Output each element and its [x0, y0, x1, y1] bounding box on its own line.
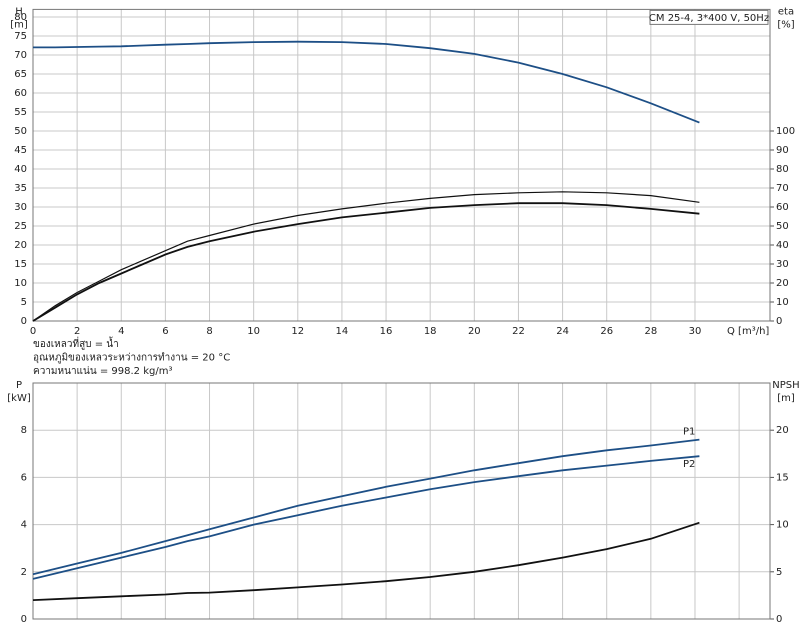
x-tick-label: 28: [644, 326, 657, 337]
y2-tick-label: 40: [776, 240, 789, 251]
y-tick-label: 70: [14, 50, 27, 61]
series-line: [32, 191, 700, 322]
y-axis-unit: [kW]: [7, 393, 31, 404]
x-tick-label: 30: [689, 326, 702, 337]
y2-tick-label: 15: [776, 472, 789, 483]
x-tick-label: 2: [74, 326, 80, 337]
x-tick-label: 26: [600, 326, 613, 337]
y2-tick-label: 30: [776, 259, 789, 270]
y2-tick-label: 100: [776, 126, 795, 137]
y-tick-label: 60: [14, 88, 27, 99]
legend-box: [649, 9, 769, 25]
y-tick-label: 5: [21, 297, 27, 308]
x-tick-label: 6: [162, 326, 168, 337]
x-tick-label: 4: [118, 326, 124, 337]
y2-tick-label: 20: [776, 278, 789, 289]
series-line: [32, 521, 700, 601]
y2-tick-label: 10: [776, 520, 789, 531]
x-tick-label: 18: [424, 326, 437, 337]
y-axis-unit: [m]: [10, 19, 28, 30]
note: ของเหลวที่สูบ = น้ำ: [33, 336, 119, 350]
y-tick-label: 0: [21, 614, 27, 625]
y-tick-label: 15: [14, 259, 27, 270]
y-tick-label: 65: [14, 69, 27, 80]
y2-tick-label: 80: [776, 164, 789, 175]
y2-tick-label: 0: [776, 614, 782, 625]
plot-frame: [32, 382, 771, 620]
y2-tick-label: 5: [776, 567, 782, 578]
y-tick-label: 30: [14, 202, 27, 213]
y2-axis-unit: [%]: [777, 19, 794, 30]
y-tick-label: 0: [21, 316, 27, 327]
y-tick-label: 50: [14, 126, 27, 137]
plot-frame: [32, 8, 771, 322]
y-tick-label: 20: [14, 240, 27, 251]
y2-tick-label: 10: [776, 297, 789, 308]
y-tick-label: 55: [14, 107, 27, 118]
y-tick-label: 80: [14, 12, 27, 23]
x-axis-title: Q [m³/h]: [727, 326, 769, 337]
x-tick-label: 24: [556, 326, 569, 337]
y2-tick-label: 90: [776, 145, 789, 156]
series-label: P2: [683, 459, 695, 470]
y-tick-label: 4: [21, 520, 27, 531]
x-tick-label: 22: [512, 326, 525, 337]
series-line: [32, 202, 700, 322]
y-tick-label: 35: [14, 183, 27, 194]
y2-tick-label: 70: [776, 183, 789, 194]
y2-tick-label: 60: [776, 202, 789, 213]
x-tick-label: 8: [206, 326, 212, 337]
y2-axis-unit: [m]: [777, 393, 795, 404]
y-tick-label: 6: [21, 472, 27, 483]
series-line: [32, 438, 700, 576]
x-tick-label: 20: [468, 326, 481, 337]
y-axis-title: P: [16, 380, 22, 391]
legend-text: CM 25-4, 3*400 V, 50Hz: [649, 13, 769, 24]
series-label: P1: [683, 427, 695, 438]
x-tick-label: 10: [247, 326, 260, 337]
y-tick-label: 25: [14, 221, 27, 232]
x-tick-label: 14: [336, 326, 349, 337]
note: อุณหภูมิของเหลวระหว่างการทำงาน = 20 °C: [33, 353, 230, 364]
y-tick-label: 40: [14, 164, 27, 175]
x-tick-label: 12: [291, 326, 304, 337]
note: ความหนาแน่น = 998.2 kg/m³: [33, 366, 172, 377]
y-tick-label: 8: [21, 425, 27, 436]
y-tick-label: 10: [14, 278, 27, 289]
y2-axis-title: NPSH: [772, 380, 799, 391]
series-line: [33, 40, 700, 124]
y2-tick-label: 50: [776, 221, 789, 232]
y2-tick-label: 0: [776, 316, 782, 327]
y-axis-title: H: [15, 6, 23, 17]
x-tick-label: 0: [30, 326, 36, 337]
x-tick-label: 16: [380, 326, 393, 337]
y2-tick-label: 20: [776, 425, 789, 436]
y-tick-label: 2: [21, 567, 27, 578]
y2-axis-title: eta: [778, 6, 794, 17]
series-line: [32, 455, 700, 580]
y-tick-label: 75: [14, 31, 27, 42]
y-tick-label: 45: [14, 145, 27, 156]
